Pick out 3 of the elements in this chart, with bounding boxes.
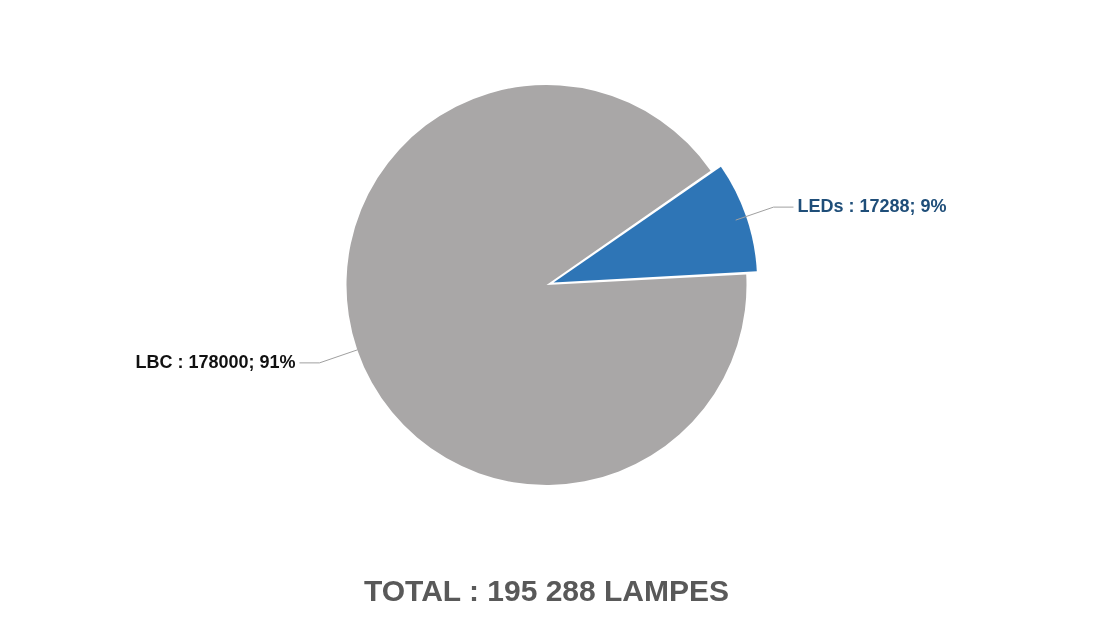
slice-label: LEDs : 17288; 9% xyxy=(797,196,947,217)
text: TOTAL : 195 288 LAMPES xyxy=(362,574,731,608)
slice-label: LBC : 178000; 91% xyxy=(135,351,296,372)
